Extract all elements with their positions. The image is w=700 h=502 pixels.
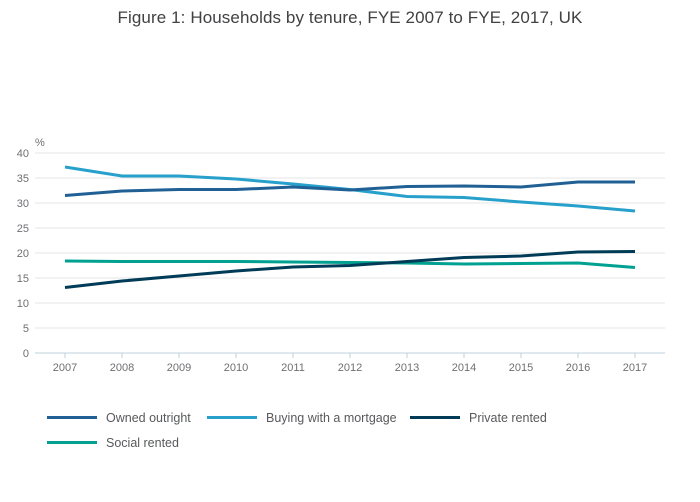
y-tick-label: 25 [17, 223, 29, 235]
x-tick-label: 2014 [452, 362, 476, 374]
x-tick-label: 2007 [53, 362, 77, 374]
legend-label-private-rented: Private rented [469, 410, 547, 425]
legend-item-social-rented: Social rented [47, 434, 179, 451]
legend-swatch-owned-outright [47, 416, 97, 419]
chart-title: Figure 1: Households by tenure, FYE 2007… [117, 8, 583, 27]
y-tick-label: 15 [17, 273, 29, 285]
y-tick-label: 10 [17, 298, 29, 310]
legend-label-owned-outright: Owned outright [106, 410, 191, 425]
legend-item-owned-outright: Owned outright [47, 409, 191, 426]
x-tick-label: 2016 [566, 362, 590, 374]
legend-item-private-rented: Private rented [410, 409, 547, 426]
series-line-social-rented [64, 259, 636, 269]
y-tick-label: 30 [17, 198, 29, 210]
x-tick-label: 2015 [509, 362, 533, 374]
y-tick-label: 5 [23, 323, 29, 335]
x-tick-label: 2017 [623, 362, 647, 374]
x-tick-label: 2013 [395, 362, 419, 374]
legend-label-social-rented: Social rented [106, 435, 179, 450]
series-line-private-rented [64, 250, 636, 289]
legend-swatch-buying-with-a-mortgage [207, 416, 257, 419]
legend-label-buying-with-a-mortgage: Buying with a mortgage [266, 410, 397, 425]
y-tick-label: 35 [17, 173, 29, 185]
y-axis-unit-label: % [35, 137, 45, 149]
legend-item-buying-with-a-mortgage: Buying with a mortgage [207, 409, 397, 426]
x-tick-label: 2009 [167, 362, 191, 374]
line-chart: 0 5 10 15 20 25 30 35 40% 2007 2008 2009 2010 2011 201… [17, 137, 665, 374]
y-tick-label: 40 [17, 148, 29, 160]
series-line-owned-outright [64, 180, 635, 197]
x-tick-label: 2010 [224, 362, 248, 374]
y-tick-label: 0 [23, 348, 29, 360]
x-tick-label: 2012 [338, 362, 362, 374]
y-tick-label: 20 [17, 248, 29, 260]
x-tick-label: 2008 [110, 362, 134, 374]
legend-swatch-private-rented [410, 416, 460, 419]
legend-swatch-social-rented [47, 441, 97, 444]
x-tick-label: 2011 [281, 362, 305, 374]
